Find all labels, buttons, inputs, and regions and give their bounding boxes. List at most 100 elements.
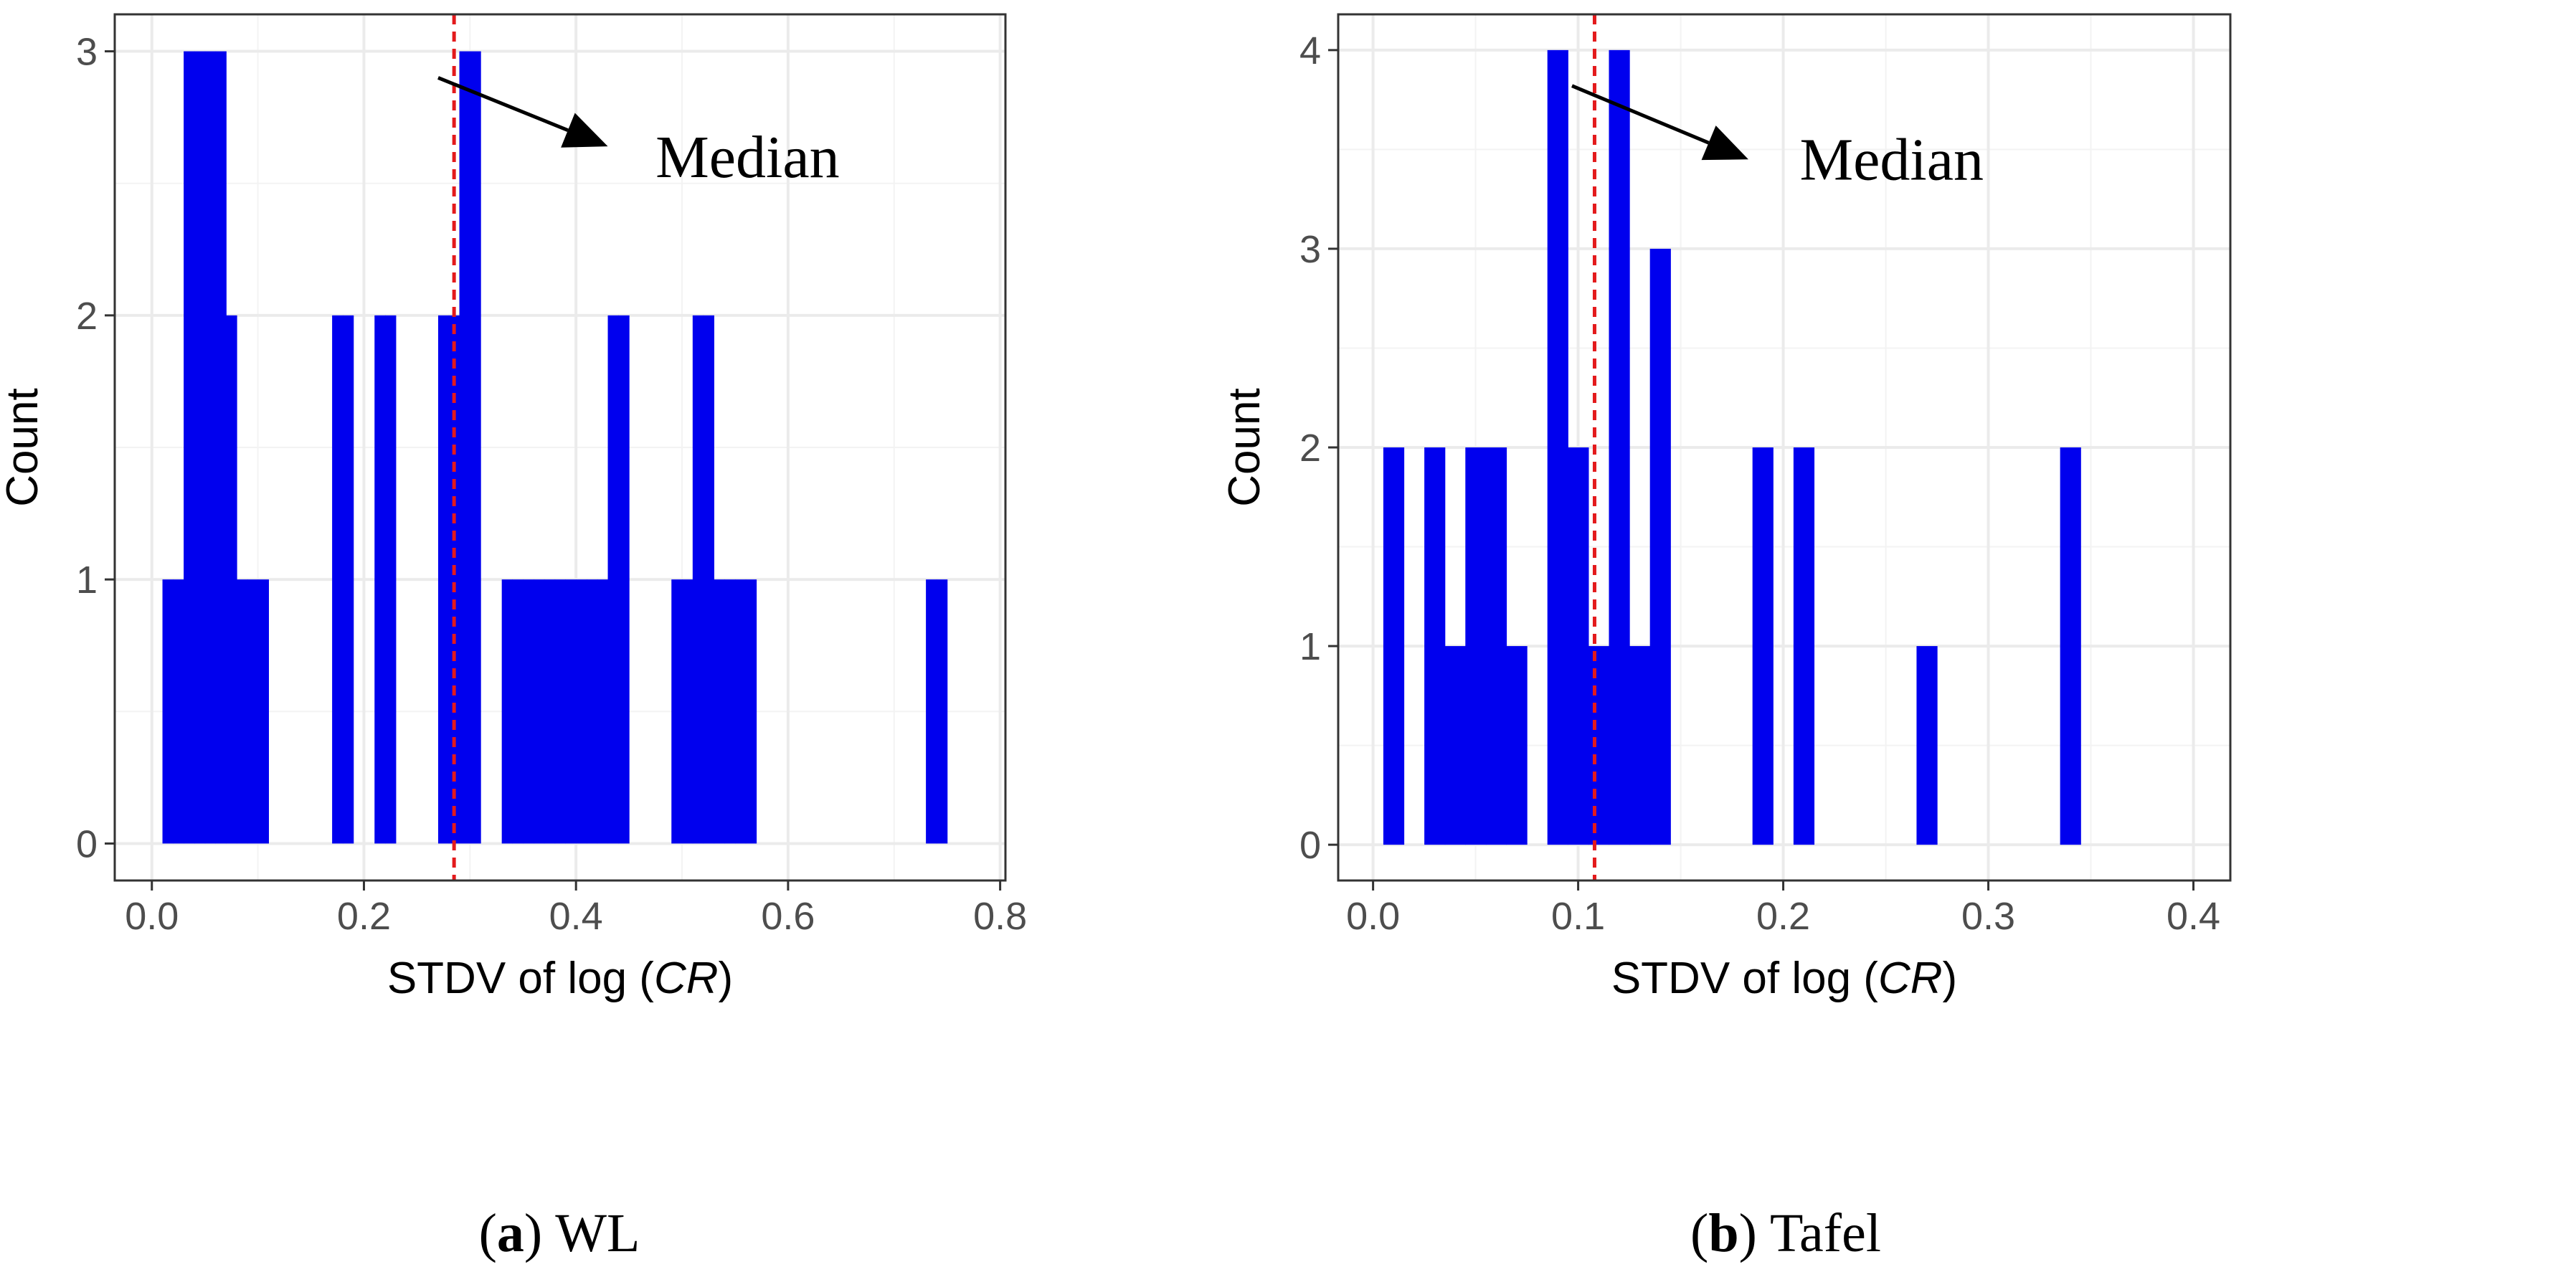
panel-a-bar-30: [671, 579, 683, 844]
panel-a-bar-21: [534, 579, 545, 844]
panel-a-bar-0: [162, 579, 174, 844]
panel-b-bars: [1383, 49, 2081, 845]
panel-a-x-tick-label: 0.2: [337, 895, 391, 938]
panel-a-y-tick-label: 1: [76, 559, 98, 602]
panel-b-y-tick-label: 0: [1299, 824, 1321, 867]
panel-a-bar-34: [714, 579, 725, 844]
panel-b-x-axis-title: STDV of log (CR): [1611, 954, 1957, 1003]
panel-a-wl: 0.0 0.2 0.4 0.6 0.8 0 1 2 3 Median Count STDV of…: [0, 13, 1027, 1263]
panel-a-bar-9: [257, 579, 269, 844]
panel-b-annotation: Median: [1571, 84, 1984, 193]
panel-a-bar-36: [734, 579, 747, 844]
panel-a-bar-13: [385, 315, 397, 844]
panel-b-y-tick-label: 1: [1299, 625, 1321, 668]
panel-a-bar-15: [448, 315, 460, 844]
panel-a-x-tick-label: 0.4: [549, 895, 603, 938]
panel-a-caption-name: WL: [555, 1203, 640, 1263]
panel-a-caption-letter: a: [497, 1203, 524, 1263]
panel-a-bar-7: [237, 579, 248, 844]
panel-a-x-axis-title: STDV of log (CR): [387, 954, 733, 1003]
panel-a-bar-1: [173, 579, 184, 844]
panel-a-bar-4: [204, 51, 217, 844]
panel-a-bar-18: [501, 579, 513, 844]
panel-b-x-tick-label: 0.1: [1551, 895, 1605, 938]
panel-b-bar-12: [1752, 447, 1774, 845]
panel-b-median-arrow: [1571, 84, 1710, 145]
panel-b-x-tick-label: 0.3: [1961, 895, 2015, 938]
panel-a-bar-19: [512, 579, 524, 844]
panel-b-y-tick-label: 4: [1299, 29, 1321, 72]
panel-b-bar-5: [1506, 646, 1528, 845]
panel-a-x-tick-label: 0.6: [761, 895, 815, 938]
panel-a-bar-6: [226, 315, 237, 844]
panel-b-arrowhead: [1701, 125, 1748, 161]
panel-b-bar-15: [2060, 447, 2081, 845]
panel-a-bar-38: [926, 579, 937, 844]
panel-a-bar-39: [936, 579, 948, 844]
panel-a-bar-37: [745, 579, 757, 844]
panel-a-y-axis-title: Count: [0, 388, 47, 506]
panel-a-caption: (a) WL: [479, 1203, 640, 1263]
panel-a-y-tick-label: 2: [76, 295, 98, 338]
panel-b-x-title-italic: CR: [1878, 954, 1943, 1003]
panel-a-bar-35: [724, 579, 736, 844]
panel-a-x-title-italic: CR: [654, 954, 719, 1003]
panel-a-bar-2: [184, 51, 195, 844]
panel-b-median-label: Median: [1799, 126, 1984, 193]
panel-a-median-label: Median: [655, 124, 840, 191]
panel-a-bar-3: [194, 51, 206, 844]
panel-a-bar-24: [565, 579, 577, 844]
panel-b-bar-9: [1609, 49, 1630, 845]
panel-a-x-title-suffix: ): [719, 954, 734, 1003]
panel-a-bar-29: [618, 315, 630, 844]
panel-a-y-tick-label: 0: [76, 822, 98, 865]
panel-b-caption-letter: b: [1708, 1203, 1738, 1263]
panel-a-bar-23: [554, 579, 566, 844]
panel-b-bar-13: [1793, 447, 1815, 845]
panel-b-bar-1: [1424, 447, 1446, 845]
panel-b-bar-6: [1547, 49, 1568, 845]
panel-b-bar-14: [1916, 646, 1938, 845]
panel-a-bar-27: [597, 579, 609, 844]
panel-a-median-arrow: [437, 76, 569, 132]
panel-a-bar-22: [544, 579, 556, 844]
panel-b-bar-2: [1444, 646, 1466, 845]
panel-a-axis-ticks: 0.0 0.2 0.4 0.6 0.8 0 1 2 3: [76, 31, 1027, 938]
panel-b-y-axis-title: Count: [1220, 388, 1269, 506]
panel-a-x-tick-label: 0.8: [973, 895, 1027, 938]
panel-a-frame: [113, 13, 1007, 882]
panel-a-bar-11: [342, 315, 354, 844]
panel-b-x-title-suffix: ): [1943, 954, 1958, 1003]
panel-a-arrowhead: [561, 113, 608, 148]
panel-b-x-title-prefix: STDV of log (: [1611, 954, 1878, 1003]
panel-a-bar-33: [703, 315, 714, 844]
panel-b-bar-8: [1588, 646, 1610, 845]
panel-a-bar-32: [692, 315, 704, 844]
panel-b-bar-0: [1383, 447, 1405, 845]
panel-a-y-tick-label: 3: [76, 31, 98, 74]
panel-a-bar-16: [459, 51, 470, 844]
panel-a-bar-26: [586, 579, 598, 844]
panel-a-bar-10: [332, 315, 344, 844]
panel-b-bar-7: [1568, 447, 1589, 845]
panel-b-y-tick-label: 2: [1299, 427, 1321, 470]
panel-a-bar-31: [682, 579, 693, 844]
panel-a-bar-20: [523, 579, 534, 844]
panel-b-x-tick-label: 0.2: [1756, 895, 1810, 938]
panel-a-bar-25: [576, 579, 587, 844]
panel-b-x-tick-label: 0.0: [1346, 895, 1400, 938]
panel-a-bars: [162, 51, 948, 844]
panel-a-x-title-prefix: STDV of log (: [387, 954, 654, 1003]
panel-b-bar-11: [1649, 248, 1671, 845]
panel-b-caption: (b) Tafel: [1690, 1203, 1881, 1263]
panel-a-bar-17: [470, 51, 481, 844]
panel-b-caption-name: Tafel: [1770, 1203, 1881, 1263]
panel-a-bar-5: [215, 51, 227, 844]
panel-a-x-tick-label: 0.0: [125, 895, 179, 938]
panel-a-bar-12: [374, 315, 386, 844]
panel-b-bar-10: [1629, 646, 1651, 845]
panel-b-y-tick-label: 3: [1299, 228, 1321, 271]
panel-b-bar-4: [1485, 447, 1507, 845]
panel-a-bar-8: [247, 579, 259, 844]
